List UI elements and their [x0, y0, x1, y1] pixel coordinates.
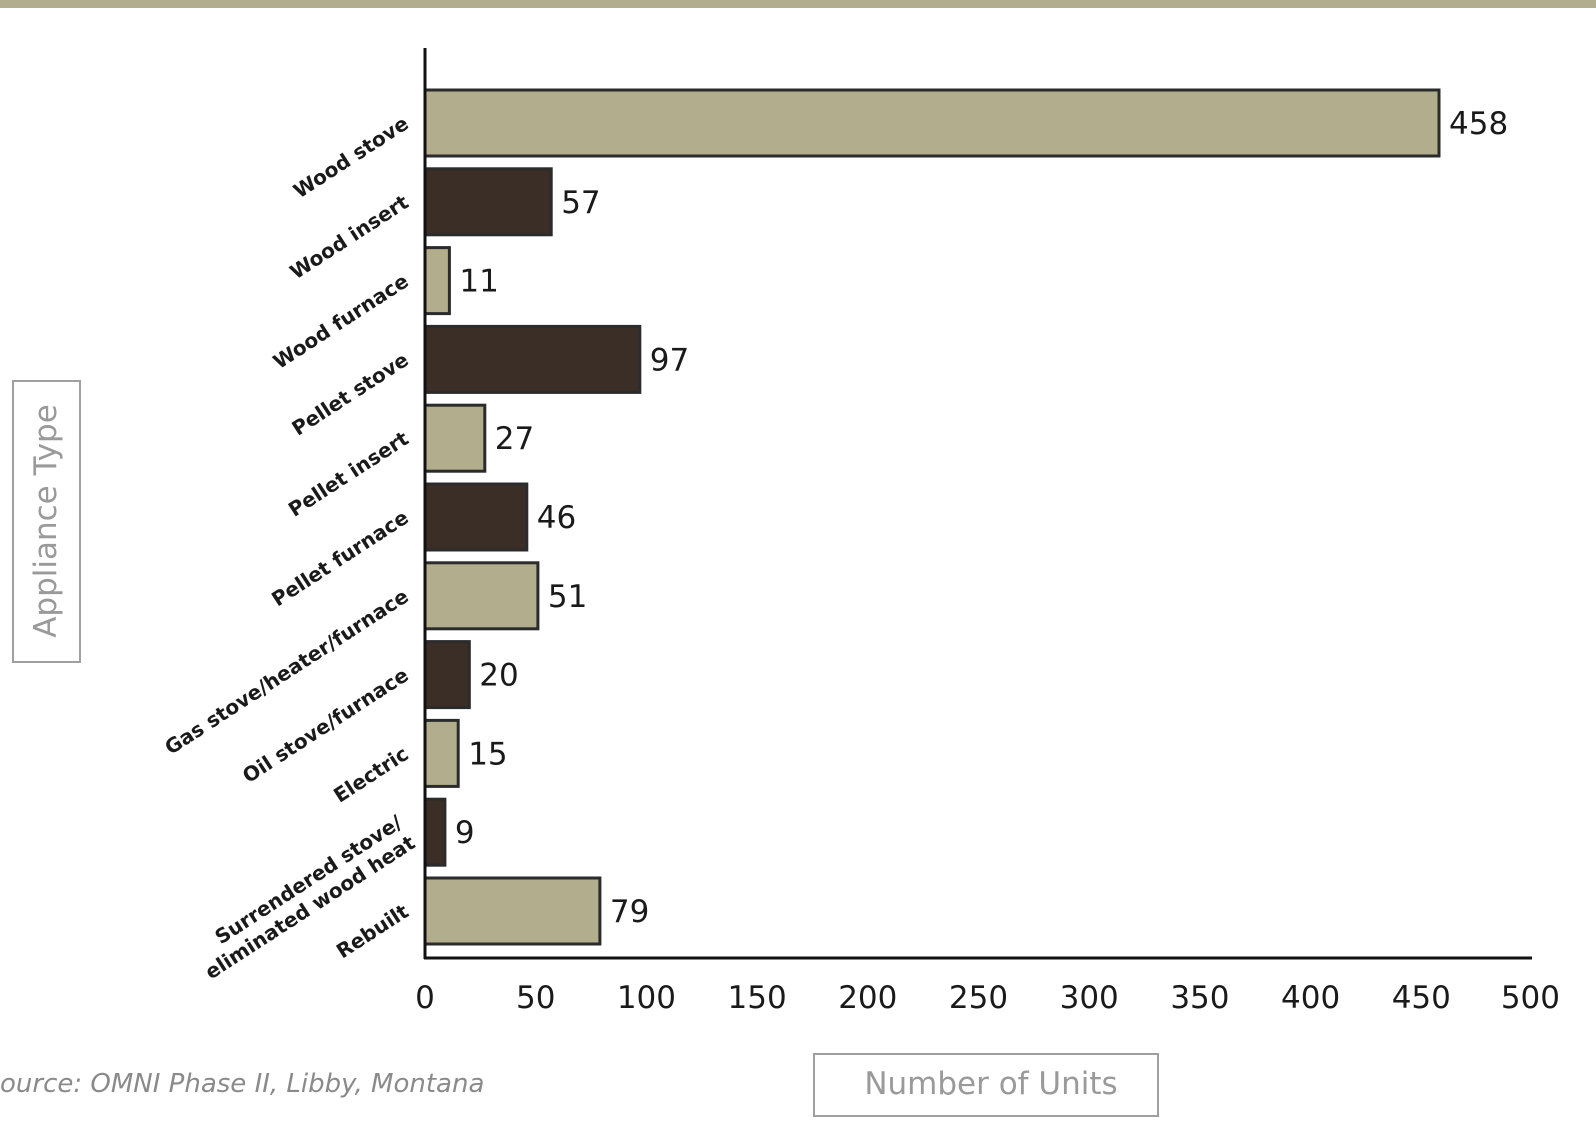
axes	[423, 48, 1532, 960]
x-tick-label-450: 450	[1392, 980, 1451, 1016]
category-label-pellet-stove: Pellet stove	[287, 347, 412, 440]
bar-pellet-stove	[423, 324, 642, 394]
value-label-oil-stove-furnace: 20	[479, 658, 518, 694]
x-axis-title-group: Number of Units	[813, 1053, 1159, 1117]
x-tick-label-200: 200	[838, 980, 897, 1016]
category-label-rebuilt: Rebuilt	[332, 899, 413, 963]
bar-wood-furnace	[423, 246, 451, 316]
category-label-wood-stove: Wood stove	[289, 111, 413, 203]
bar-pellet-furnace	[423, 482, 529, 552]
x-tick-label-100: 100	[617, 980, 676, 1016]
x-tick-label-150: 150	[728, 980, 787, 1016]
y-axis-title: Appliance Type	[28, 404, 64, 638]
value-label-wood-insert: 57	[561, 185, 600, 221]
bar-surrendered-stove-eliminated-wood-heat	[423, 797, 447, 867]
category-label-electric: Electric	[329, 741, 413, 807]
bar-rebuilt	[423, 876, 602, 946]
value-label-wood-furnace: 11	[459, 264, 498, 300]
value-label-pellet-furnace: 46	[537, 500, 576, 536]
bar-wood-stove	[423, 88, 1441, 158]
x-tick-label-300: 300	[1060, 980, 1119, 1016]
source-note: ource: OMNI Phase II, Libby, Montana	[0, 1069, 484, 1099]
x-tick-label-0: 0	[415, 980, 435, 1016]
x-tick-labels: 0 50 100 150 200 250 300 350 400 450 500	[415, 980, 1560, 1016]
bar-electric	[423, 718, 460, 788]
y-axis-title-group: Appliance Type	[12, 380, 81, 663]
value-label-rebuilt: 79	[610, 894, 649, 930]
value-label-wood-stove: 458	[1449, 106, 1508, 142]
x-axis-title: Number of Units	[864, 1066, 1117, 1102]
value-labels: 458 57 11 97 27 46 51 20 15 9 79	[455, 106, 1508, 930]
y-axis-title-box	[12, 380, 81, 663]
bar-gas-stove-heater-furnace	[423, 561, 540, 631]
x-axis-title-box	[813, 1053, 1159, 1117]
x-tick-label-400: 400	[1281, 980, 1340, 1016]
category-label-gas-stove-heater-furnace: Gas stove/heater/furnace	[160, 584, 412, 760]
x-tick-label-50: 50	[516, 980, 555, 1016]
x-tick-label-500: 500	[1501, 980, 1560, 1016]
value-label-pellet-insert: 27	[495, 421, 534, 457]
top-rule	[0, 0, 1596, 8]
bar-oil-stove-furnace	[423, 640, 471, 710]
value-label-gas-stove-heater-furnace: 51	[548, 579, 587, 615]
value-label-surrendered-stove-eliminated-wood-heat: 9	[455, 815, 475, 851]
x-tick-label-350: 350	[1170, 980, 1229, 1016]
bars	[423, 88, 1441, 946]
category-label-wood-insert: Wood insert	[286, 190, 414, 284]
bar-wood-insert	[423, 167, 553, 237]
bar-pellet-insert	[423, 403, 487, 473]
value-label-electric: 15	[468, 736, 507, 772]
category-label-surrendered-stove-eliminated-wood-heat: Surrendered stove/eliminated wood heat	[187, 810, 419, 984]
value-label-pellet-stove: 97	[650, 342, 689, 378]
x-tick-label-250: 250	[949, 980, 1008, 1016]
category-label-pellet-insert: Pellet insert	[284, 426, 413, 522]
